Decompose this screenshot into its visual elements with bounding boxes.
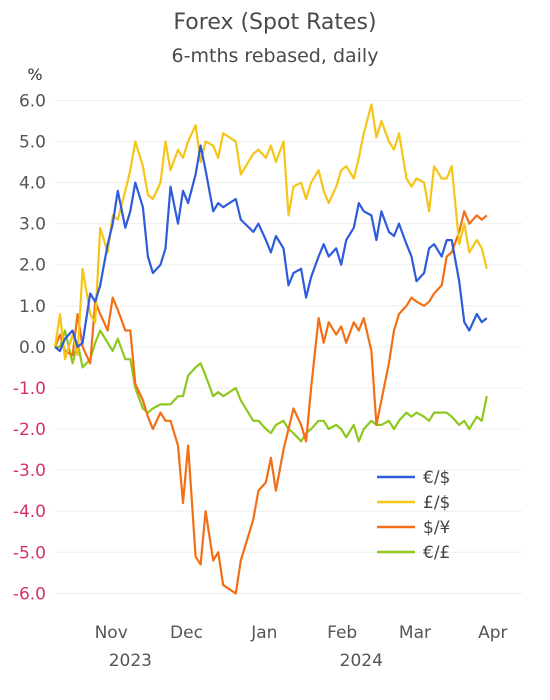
y-axis-label: % [27,65,42,84]
grid [55,99,522,594]
series-lines [53,103,488,595]
y-tick-label: -2.0 [13,420,46,440]
x-year-label: 2023 [109,651,152,671]
series-line-0 [54,144,488,353]
x-tick-label: Jan [250,623,277,643]
y-tick-label: 1.0 [19,297,46,317]
legend-label: €/£ [423,543,450,563]
y-tick-label: 0.0 [19,338,46,358]
y-tick-label: -3.0 [13,461,46,481]
x-tick-label: Feb [327,623,357,643]
legend-label: €/$ [423,468,450,488]
legend-label: $/¥ [423,518,451,538]
y-tick-label: -4.0 [13,502,46,522]
x-axis-ticks: Nov Dec Jan Feb Mar Apr 2023 2024 [95,623,508,671]
x-year-label: 2024 [340,651,383,671]
y-tick-label: 4.0 [19,174,46,194]
y-tick-label: -6.0 [13,584,46,604]
x-tick-label: Dec [170,623,203,643]
y-tick-label: -1.0 [13,379,46,399]
legend-label: £/$ [423,493,450,513]
y-axis-ticks: 6.0 5.0 4.0 3.0 2.0 1.0 0.0 -1.0 -2.0 -3.0 -4.0 -5.… [13,91,46,604]
y-tick-label: 2.0 [19,256,46,276]
y-tick-label: 5.0 [19,133,46,153]
y-tick-label: -5.0 [13,543,46,563]
y-tick-label: 6.0 [19,91,46,111]
x-tick-label: Mar [399,623,431,643]
series-line-2 [53,210,488,595]
x-tick-label: Apr [478,623,507,643]
series-line-1 [53,103,488,361]
x-tick-label: Nov [95,623,128,643]
chart-subtitle: 6-mths rebased, daily [172,45,379,67]
chart-title: Forex (Spot Rates) [173,10,376,35]
legend: €/$ £/$ $/¥ €/£ [377,468,451,563]
y-tick-label: 3.0 [19,215,46,235]
series-line-3 [55,329,488,443]
